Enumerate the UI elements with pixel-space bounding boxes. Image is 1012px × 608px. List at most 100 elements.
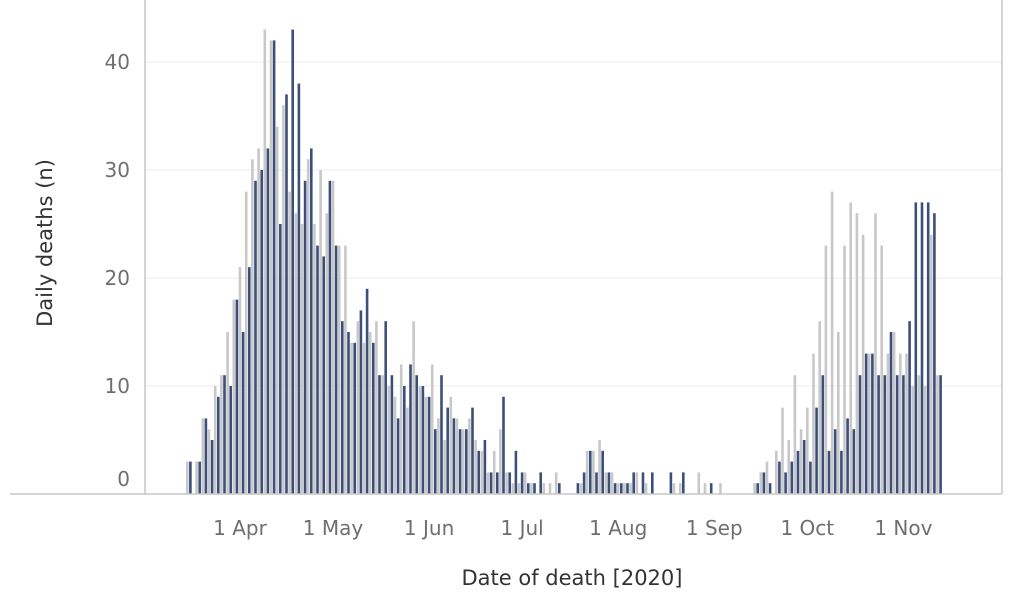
- bar-light: [505, 472, 508, 494]
- bar-dark: [496, 472, 499, 494]
- bar-light: [319, 170, 322, 494]
- bar-light: [604, 472, 608, 494]
- bar-dark: [926, 202, 930, 494]
- bar-dark: [802, 440, 806, 494]
- bar-dark: [601, 450, 604, 494]
- bar-dark: [210, 440, 214, 494]
- bar-light: [201, 418, 205, 494]
- bar-light: [837, 332, 840, 494]
- bar-light: [598, 440, 601, 494]
- bar-dark: [864, 353, 868, 494]
- bar-dark: [626, 483, 629, 494]
- bar-dark: [421, 386, 425, 494]
- bar-dark: [682, 472, 685, 494]
- bar-dark: [458, 429, 462, 494]
- bar-light: [226, 332, 229, 494]
- bar-light: [635, 472, 639, 494]
- bar-light: [251, 159, 254, 494]
- bar-dark: [641, 472, 645, 494]
- bar-light: [775, 450, 778, 494]
- bar-light: [455, 418, 459, 494]
- bar-dark: [778, 461, 781, 494]
- bar-light: [843, 245, 846, 494]
- bar-light: [387, 386, 391, 494]
- bar-dark: [558, 483, 561, 494]
- x-tick-label: 1 Sep: [686, 516, 743, 540]
- x-tick-label: 1 Nov: [874, 516, 932, 540]
- bar-light: [917, 375, 921, 494]
- bar-light: [703, 483, 707, 494]
- bar-light: [765, 461, 769, 494]
- bar-dark: [871, 353, 874, 494]
- bar-light: [899, 353, 902, 494]
- bar-light: [861, 234, 865, 495]
- y-tick-label: 10: [105, 374, 130, 398]
- bar-light: [406, 407, 409, 494]
- bar-light: [874, 213, 877, 494]
- bar-light: [579, 483, 583, 494]
- bar-light: [672, 483, 676, 494]
- bar-light: [629, 483, 632, 494]
- bar-dark: [768, 483, 772, 494]
- bar-dark: [821, 375, 825, 494]
- bar-light: [362, 342, 366, 494]
- bar-dark: [427, 396, 431, 494]
- bar-light: [697, 472, 701, 494]
- bar-light: [474, 440, 477, 494]
- bar-dark: [840, 450, 843, 494]
- bar-light: [759, 472, 763, 494]
- bar-light: [418, 386, 422, 494]
- bar-dark: [260, 170, 263, 494]
- x-tick-label: 1 Oct: [780, 516, 834, 540]
- bar-light: [399, 364, 403, 494]
- bar-light: [412, 321, 415, 494]
- y-tick-label: 40: [105, 50, 130, 74]
- bar-light: [530, 483, 533, 494]
- y-axis-title: Daily deaths (n): [33, 159, 57, 327]
- bar-dark: [762, 472, 766, 494]
- bar-dark: [217, 396, 220, 494]
- bar-light: [375, 321, 378, 494]
- bar-dark: [895, 375, 899, 494]
- bar-dark: [582, 472, 586, 494]
- bar-light: [523, 472, 527, 494]
- bar-light: [213, 386, 217, 494]
- bar-light: [678, 483, 682, 494]
- bar-dark: [353, 342, 356, 494]
- bar-light: [886, 353, 890, 494]
- bar-light: [257, 148, 260, 494]
- bar-light: [623, 483, 626, 494]
- bar-light: [806, 407, 809, 494]
- bar-light: [306, 159, 310, 494]
- bar-light: [294, 213, 298, 494]
- bar-light: [799, 429, 803, 494]
- bar-dark: [539, 472, 542, 494]
- bar-dark: [846, 418, 849, 494]
- bar-dark: [384, 321, 387, 494]
- bar-dark: [784, 472, 787, 494]
- bar-dark: [589, 450, 592, 494]
- bar-dark: [434, 429, 437, 494]
- bar-light: [282, 105, 285, 494]
- bar-dark: [607, 472, 611, 494]
- bar-light: [511, 483, 515, 494]
- y-tick-labels: 0 10 20 30 40: [105, 50, 130, 491]
- bar-dark: [920, 202, 924, 494]
- bar-dark: [815, 407, 818, 494]
- bar-light: [930, 234, 933, 495]
- bar-light: [517, 483, 521, 494]
- bar-light: [344, 245, 347, 494]
- bar-dark: [204, 418, 208, 494]
- bar-light: [437, 418, 440, 494]
- x-tick-label: 1 Jun: [404, 516, 454, 540]
- bar-dark: [322, 256, 325, 494]
- bar-dark: [452, 418, 456, 494]
- bar-dark: [272, 40, 276, 495]
- bar-dark: [198, 461, 201, 494]
- bar-dark: [254, 180, 257, 495]
- bar-dark: [852, 429, 856, 494]
- bar-light: [232, 299, 236, 494]
- bar-light: [331, 180, 335, 495]
